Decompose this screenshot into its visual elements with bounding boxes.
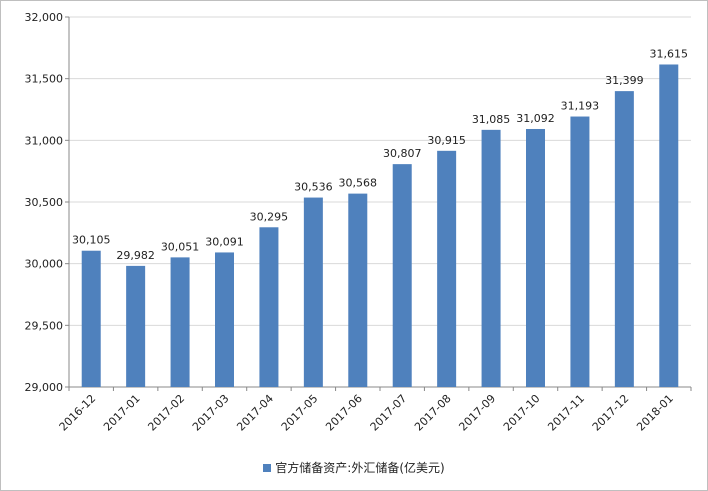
bar xyxy=(348,193,368,387)
y-tick-label: 29,500 xyxy=(25,319,64,332)
bar xyxy=(614,91,634,387)
bar xyxy=(659,64,679,387)
y-tick-label: 31,500 xyxy=(25,73,64,86)
bar xyxy=(215,252,234,387)
x-tick-label: 2017-12 xyxy=(590,392,632,434)
x-tick-label: 2017-04 xyxy=(234,392,276,434)
data-label: 31,399 xyxy=(605,74,644,87)
data-label: 30,568 xyxy=(339,177,378,190)
y-tick-label: 32,000 xyxy=(25,11,64,24)
x-tick-label: 2016-12 xyxy=(57,392,99,434)
x-tick-label: 2017-07 xyxy=(368,392,410,434)
legend-swatch xyxy=(263,463,272,472)
x-tick-label: 2017-02 xyxy=(145,392,187,434)
legend: 官方储备资产:外汇储备(亿美元) xyxy=(1,459,707,476)
y-tick-label: 30,500 xyxy=(25,196,64,209)
data-label: 31,092 xyxy=(516,112,555,125)
data-label: 29,982 xyxy=(116,249,155,262)
data-label: 31,193 xyxy=(561,100,600,113)
data-label: 31,085 xyxy=(472,113,511,126)
bar xyxy=(81,250,101,387)
bar xyxy=(303,197,323,387)
legend-label: 官方储备资产:外汇储备(亿美元) xyxy=(275,461,445,475)
x-tick-label: 2017-06 xyxy=(323,392,365,434)
y-tick-label: 30,000 xyxy=(25,258,64,271)
bar xyxy=(126,265,146,387)
bar xyxy=(259,227,279,387)
x-tick-label: 2017-10 xyxy=(501,392,543,434)
bar xyxy=(526,128,545,387)
bar xyxy=(481,129,501,387)
data-label: 30,091 xyxy=(205,235,244,248)
y-tick-label: 31,000 xyxy=(25,134,64,147)
data-label: 31,615 xyxy=(650,47,689,60)
x-tick-label: 2017-09 xyxy=(456,392,498,434)
x-tick-label: 2017-05 xyxy=(279,392,321,434)
bar xyxy=(437,150,457,387)
data-label: 30,051 xyxy=(161,240,200,253)
data-label: 30,295 xyxy=(250,210,289,223)
data-label: 30,105 xyxy=(72,234,111,247)
bar xyxy=(392,164,412,387)
data-label: 30,807 xyxy=(383,147,422,160)
x-tick-label: 2017-03 xyxy=(190,392,232,434)
data-label: 30,536 xyxy=(294,181,333,194)
x-tick-label: 2018-01 xyxy=(634,392,676,434)
data-label: 30,915 xyxy=(427,134,466,147)
bar xyxy=(570,116,590,387)
x-tick-label: 2017-11 xyxy=(545,392,587,434)
x-tick-label: 2017-01 xyxy=(101,392,143,434)
y-tick-label: 29,000 xyxy=(25,381,64,394)
x-tick-label: 2017-08 xyxy=(412,392,454,434)
bar xyxy=(170,257,190,387)
